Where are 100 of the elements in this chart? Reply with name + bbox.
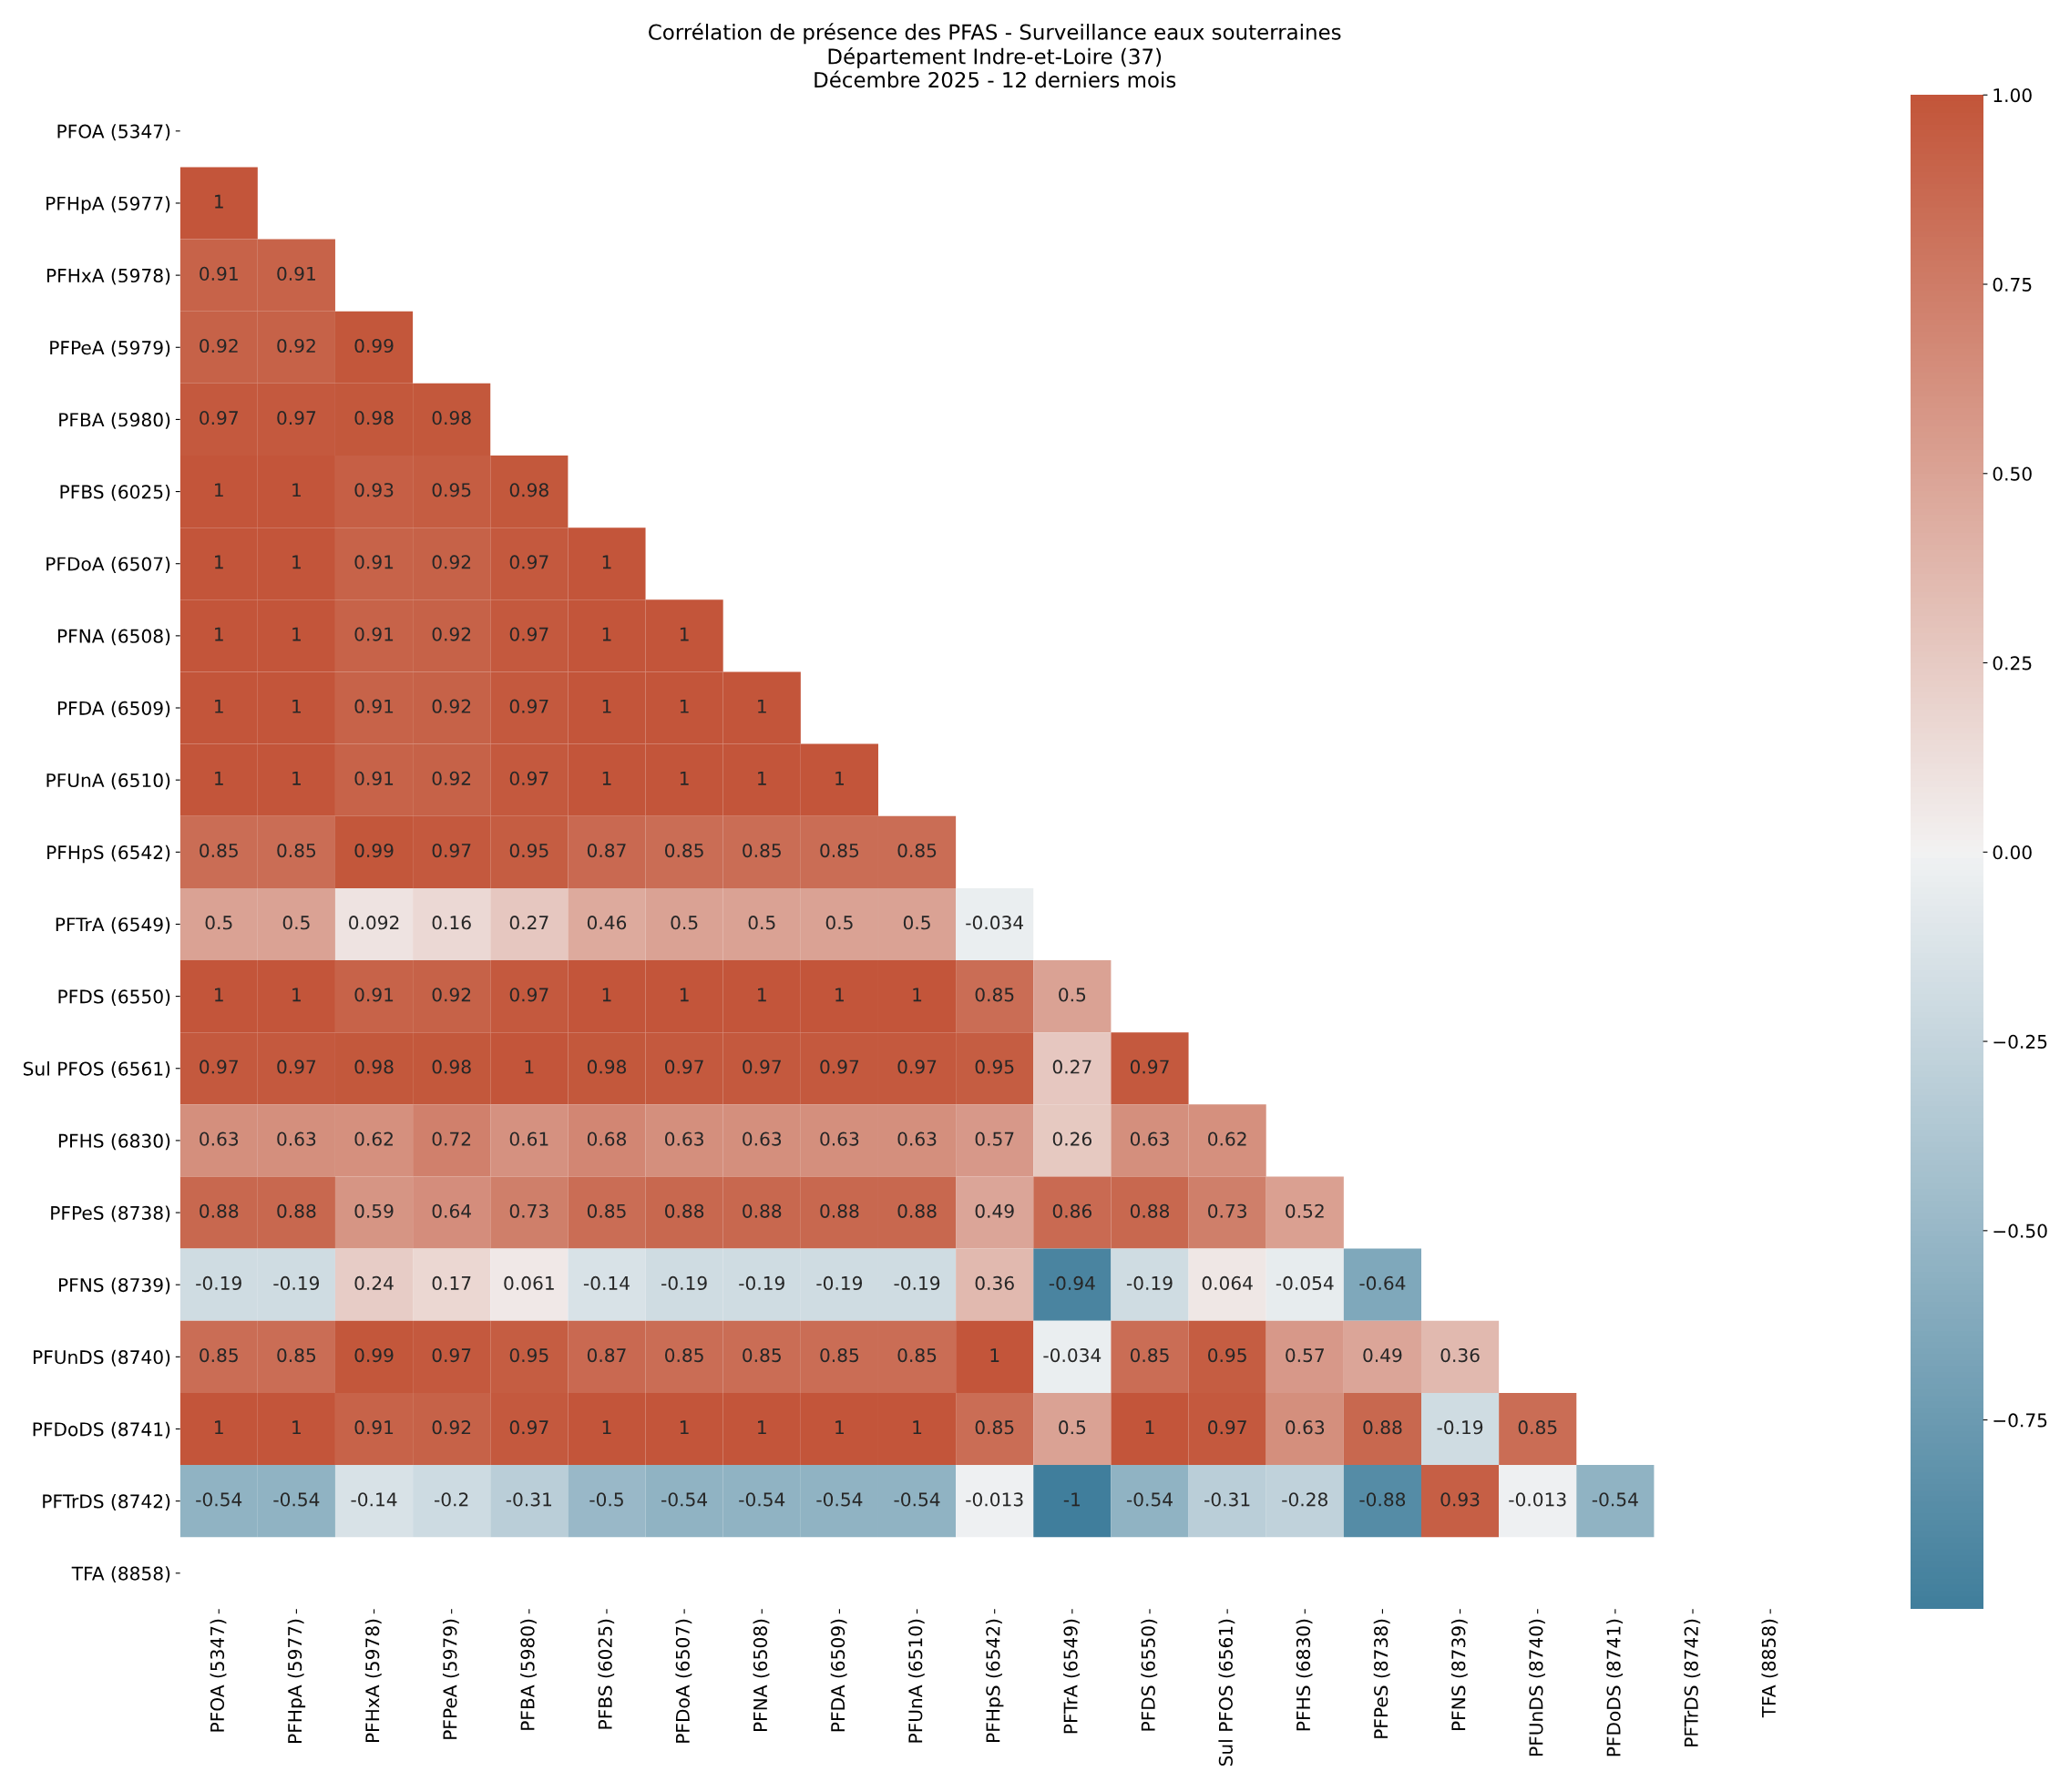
data-label: -0.54 [816, 1492, 863, 1507]
data-label: 1 [525, 1060, 534, 1074]
data-label: 0.85 [665, 843, 703, 858]
data-label: 1 [835, 1420, 844, 1435]
y-tick-label: PFUnA (6510) [46, 773, 170, 790]
data-label: 0.061 [504, 1275, 554, 1291]
y-tick-label: PFDoA (6507) [46, 557, 170, 574]
data-label: 0.85 [1518, 1420, 1557, 1435]
chart-title: Corrélation de présence des PFAS - Surveillance eaux souterraines Département Indre-et-Loire (37) Décembre 2025 - 12 derniers mois [649, 23, 1341, 88]
data-label: -0.54 [739, 1492, 785, 1507]
data-label: 0.49 [1363, 1347, 1402, 1363]
x-tick-label: PFDoA (6507) [675, 1619, 692, 1743]
x-tick-label: PFPeA (5979) [442, 1619, 459, 1739]
x-tick-label: Sul PFOS (6561) [1218, 1619, 1235, 1766]
data-label: 0.59 [354, 1203, 394, 1218]
x-tick-label: PFUnA (6510) [907, 1619, 925, 1743]
data-label: 0.72 [432, 1132, 471, 1146]
data-label: 0.24 [354, 1275, 394, 1291]
data-label: 1 [215, 772, 223, 785]
data-label: 0.87 [587, 843, 626, 858]
data-label: 0.73 [1208, 1203, 1246, 1218]
data-label: 0.97 [1208, 1420, 1246, 1435]
data-label: 0.88 [1130, 1203, 1170, 1218]
data-label: 0.95 [1208, 1347, 1246, 1363]
data-label: 0.91 [354, 771, 394, 785]
y-tick-label: Sul PFOS (6561) [23, 1061, 170, 1079]
data-label: 0.95 [509, 1347, 548, 1363]
data-label: 0.85 [820, 843, 859, 858]
data-label: 0.92 [432, 771, 471, 785]
data-label: 0.63 [277, 1132, 316, 1146]
data-label: 0.64 [432, 1203, 471, 1218]
data-label: 0.93 [1440, 1492, 1480, 1507]
data-label: -0.54 [894, 1492, 940, 1507]
data-label: 1 [292, 772, 301, 785]
data-label: 1 [215, 627, 223, 641]
data-label: 1 [602, 555, 611, 569]
data-label: 0.5 [1059, 1420, 1086, 1435]
data-label: 0.98 [354, 411, 394, 425]
data-label: 1 [680, 627, 689, 641]
data-label: 1 [680, 988, 689, 1002]
data-label: 0.85 [665, 1347, 703, 1363]
data-label: 1 [602, 1420, 611, 1435]
data-label: 0.85 [975, 988, 1014, 1002]
data-label: 0.97 [432, 843, 471, 858]
data-label: -0.19 [661, 1275, 707, 1291]
data-label: 0.85 [200, 1347, 238, 1363]
x-tick-label: PFNA (6508) [753, 1619, 770, 1732]
data-label: 0.27 [1052, 1060, 1091, 1074]
data-label: 0.57 [1286, 1347, 1324, 1363]
data-label: 0.98 [509, 483, 548, 497]
data-label: 0.88 [200, 1203, 239, 1218]
data-label: -0.54 [196, 1492, 242, 1507]
data-label: 0.97 [665, 1060, 703, 1074]
data-label: 0.85 [277, 843, 316, 858]
data-label: -0.94 [1049, 1275, 1095, 1291]
y-tick-label: PFBA (5980) [59, 412, 170, 429]
y-tick-label: PFPeA (5979) [50, 340, 170, 357]
x-tick-label: PFTrDS (8742) [1684, 1619, 1701, 1746]
data-label: 0.63 [200, 1132, 239, 1146]
data-label: 0.5 [1059, 988, 1086, 1002]
y-tick-label: TFA (8858) [71, 1566, 170, 1583]
data-label: 0.85 [897, 843, 937, 858]
color-bar-label: 0.00 [1993, 845, 2032, 860]
data-label: -0.88 [1359, 1492, 1406, 1507]
data-label: 0.73 [509, 1203, 548, 1218]
data-label: 0.62 [1208, 1132, 1246, 1146]
data-label: 0.97 [743, 1060, 781, 1074]
data-label: -0.2 [435, 1492, 468, 1507]
y-tick-label: PFNS (8739) [58, 1277, 170, 1295]
y-tick-label: PFHS (6830) [58, 1133, 170, 1151]
data-label: 0.61 [509, 1132, 548, 1146]
data-label: 0.97 [509, 988, 548, 1002]
data-label: 0.36 [1440, 1347, 1480, 1363]
data-label: 0.63 [820, 1132, 859, 1146]
data-label: 0.95 [975, 1060, 1014, 1074]
data-label: 1 [835, 988, 844, 1002]
data-label: 0.62 [354, 1132, 393, 1146]
x-tick-label: PFPeS (8738) [1373, 1619, 1390, 1738]
y-tick-label: PFPeS (8738) [51, 1205, 170, 1223]
y-tick-label: PFDS (6550) [58, 988, 170, 1006]
data-label: 1 [292, 555, 301, 569]
data-label: 0.17 [432, 1275, 471, 1291]
data-label: 0.91 [277, 266, 315, 281]
data-label: 0.98 [354, 1060, 394, 1074]
data-label: 0.85 [975, 1420, 1014, 1435]
data-label: 0.63 [665, 1132, 703, 1146]
data-label: -0.31 [1204, 1492, 1250, 1507]
data-label: 0.97 [1130, 1060, 1169, 1074]
data-label: 0.27 [509, 916, 548, 930]
data-label: 0.46 [587, 916, 627, 930]
data-label: 0.92 [432, 988, 471, 1002]
data-label: 1 [215, 194, 223, 209]
data-label: 0.5 [671, 916, 698, 930]
data-label: -0.054 [1276, 1275, 1334, 1291]
x-tick-label: PFDoDS (8741) [1606, 1619, 1624, 1756]
data-label: 0.85 [820, 1347, 859, 1363]
data-label: 0.5 [825, 916, 853, 930]
data-label: -0.54 [661, 1492, 708, 1507]
data-label: 0.52 [1286, 1203, 1324, 1218]
data-label: 0.97 [897, 1060, 937, 1074]
